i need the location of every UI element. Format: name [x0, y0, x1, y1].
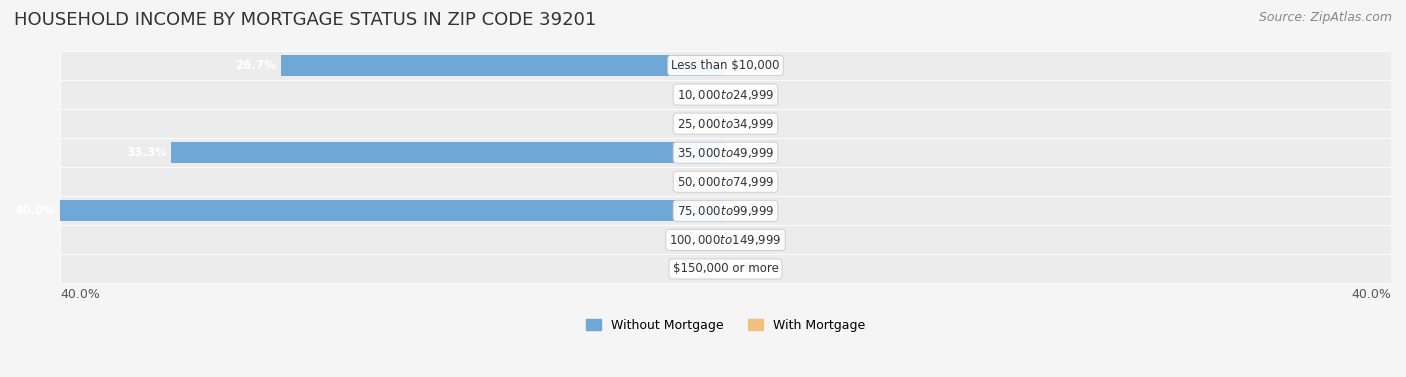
Legend: Without Mortgage, With Mortgage: Without Mortgage, With Mortgage [581, 314, 870, 337]
Text: 0.0%: 0.0% [690, 88, 720, 101]
Text: 40.0%: 40.0% [60, 288, 100, 301]
Text: Less than $10,000: Less than $10,000 [671, 59, 780, 72]
Text: 0.0%: 0.0% [690, 233, 720, 247]
Text: 0.0%: 0.0% [731, 262, 761, 276]
Text: 0.0%: 0.0% [690, 262, 720, 276]
Text: 0.0%: 0.0% [731, 88, 761, 101]
Text: $50,000 to $74,999: $50,000 to $74,999 [676, 175, 775, 189]
Text: 40.0%: 40.0% [14, 204, 55, 217]
Bar [281, 55, 725, 76]
Text: $25,000 to $34,999: $25,000 to $34,999 [676, 116, 775, 131]
Text: 0.0%: 0.0% [731, 59, 761, 72]
Text: 0.0%: 0.0% [690, 175, 720, 188]
Text: $150,000 or more: $150,000 or more [672, 262, 779, 276]
Bar [60, 196, 1391, 225]
Bar [60, 167, 1391, 196]
Text: 0.0%: 0.0% [731, 175, 761, 188]
Bar [60, 254, 1391, 284]
Bar [60, 225, 1391, 254]
Bar [60, 80, 1391, 109]
Bar [60, 200, 725, 221]
Text: 33.3%: 33.3% [125, 146, 166, 159]
Bar [60, 138, 1391, 167]
Text: 0.0%: 0.0% [731, 233, 761, 247]
Bar [60, 51, 1391, 80]
Text: 0.0%: 0.0% [731, 117, 761, 130]
Text: $35,000 to $49,999: $35,000 to $49,999 [676, 146, 775, 160]
Text: 40.0%: 40.0% [1351, 288, 1391, 301]
Text: 0.0%: 0.0% [690, 117, 720, 130]
Bar [172, 142, 725, 163]
Text: $75,000 to $99,999: $75,000 to $99,999 [676, 204, 775, 218]
Text: 26.7%: 26.7% [235, 59, 276, 72]
Text: Source: ZipAtlas.com: Source: ZipAtlas.com [1258, 11, 1392, 24]
Text: 0.0%: 0.0% [731, 146, 761, 159]
Text: $100,000 to $149,999: $100,000 to $149,999 [669, 233, 782, 247]
Text: $10,000 to $24,999: $10,000 to $24,999 [676, 87, 775, 101]
Text: HOUSEHOLD INCOME BY MORTGAGE STATUS IN ZIP CODE 39201: HOUSEHOLD INCOME BY MORTGAGE STATUS IN Z… [14, 11, 596, 29]
Text: 0.0%: 0.0% [731, 204, 761, 217]
Bar [60, 109, 1391, 138]
